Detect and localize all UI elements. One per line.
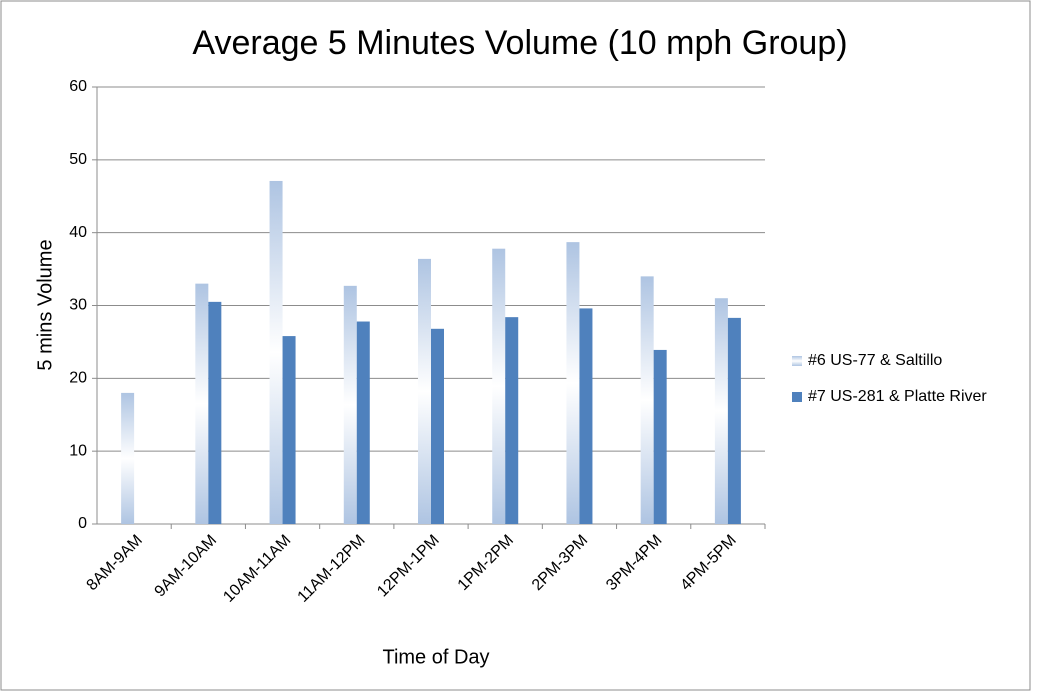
x-axis-label: Time of Day: [382, 646, 489, 668]
bar: [343, 285, 357, 524]
bar: [579, 308, 593, 524]
bar: [714, 298, 728, 524]
y-tick-label: 30: [69, 297, 87, 314]
bar: [195, 283, 209, 524]
legend-label: #6 US-77 & Saltillo: [808, 352, 942, 369]
bar: [418, 258, 431, 524]
y-tick-label: 40: [69, 224, 87, 241]
y-tick-label: 50: [69, 151, 87, 168]
y-tick-label: 10: [69, 442, 87, 459]
bar: [505, 317, 519, 524]
y-tick-label: 60: [69, 78, 87, 95]
bar: [208, 301, 222, 524]
legend-swatch: [792, 392, 802, 402]
bar: [566, 242, 580, 524]
bar: [492, 248, 506, 524]
bar: [121, 392, 135, 524]
bar: [727, 317, 741, 524]
legend-swatch: [792, 356, 802, 366]
y-tick-label: 0: [78, 515, 87, 532]
bar: [431, 328, 444, 524]
bar: [269, 180, 283, 524]
bar: [282, 336, 296, 524]
y-tick-label: 20: [69, 370, 87, 387]
legend-label: #7 US-281 & Platte River: [808, 388, 987, 405]
y-axis-label: 5 mins Volume: [34, 239, 56, 370]
bar: [356, 321, 370, 524]
bar: [640, 276, 654, 524]
chart-title: Average 5 Minutes Volume (10 mph Group): [192, 24, 847, 62]
bar: [653, 349, 667, 524]
